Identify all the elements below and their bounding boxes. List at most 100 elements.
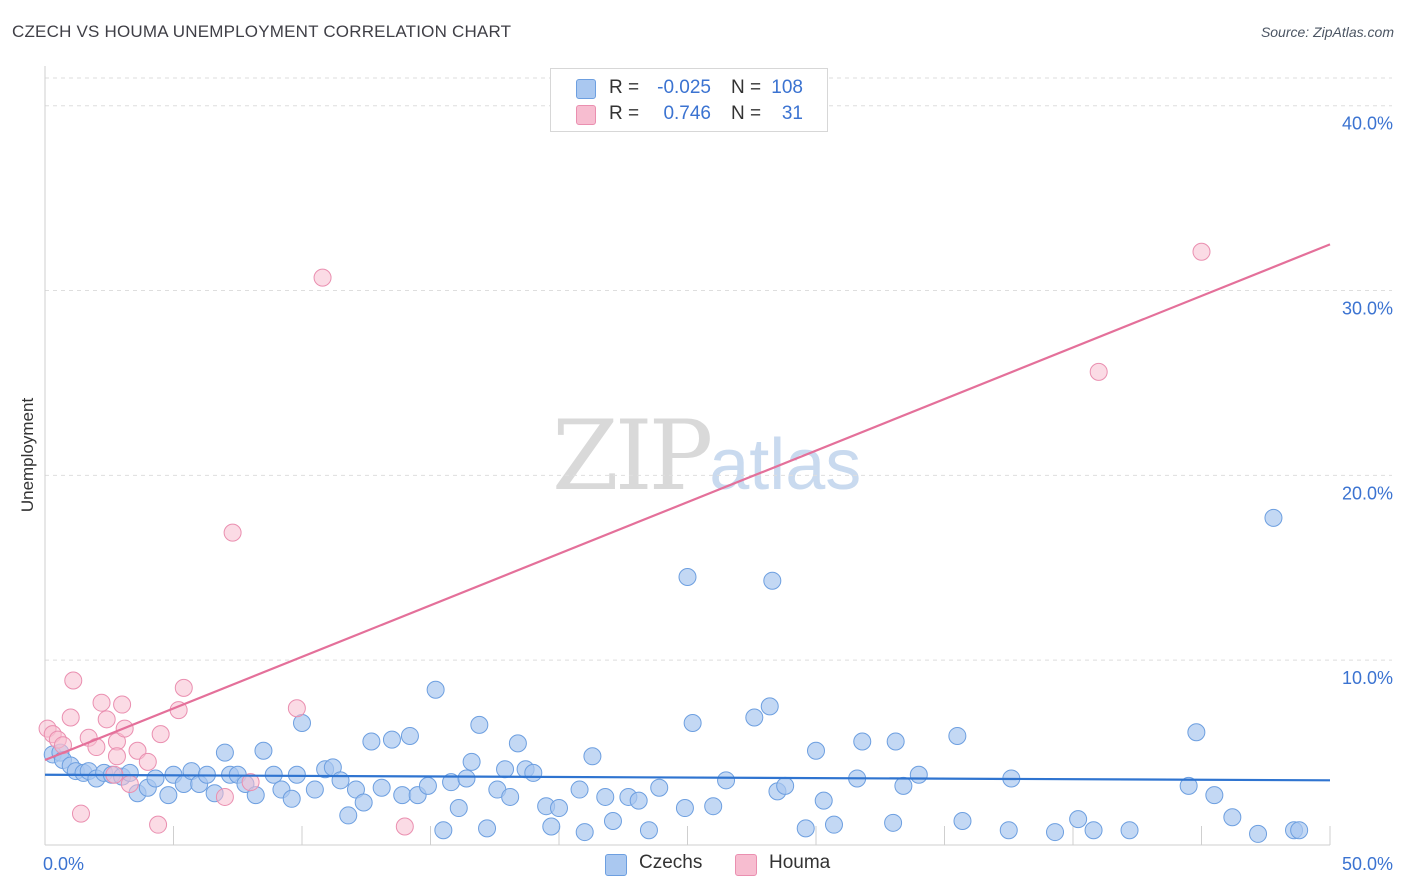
houma-point xyxy=(241,773,260,792)
czechs-point xyxy=(508,734,527,753)
czechs-point xyxy=(449,799,468,818)
czechs-point xyxy=(824,815,843,834)
houma-legend-swatch xyxy=(735,854,757,876)
legend-label-houma: Houma xyxy=(769,852,831,873)
czechs-point xyxy=(159,786,178,805)
houma-point xyxy=(71,804,90,823)
houma-point xyxy=(1089,362,1108,381)
legend-row-czechs: R = -0.025 N = 108 xyxy=(551,75,827,101)
czechs-point xyxy=(426,680,445,699)
czechs-point xyxy=(254,741,273,760)
czechs-point xyxy=(1249,824,1268,843)
czechs-point xyxy=(1179,776,1198,795)
czechs-point xyxy=(354,793,373,812)
houma-point xyxy=(215,787,234,806)
legend-r-label: R = xyxy=(609,103,640,124)
czechs-point xyxy=(814,791,833,810)
houma-point xyxy=(151,725,170,744)
czechs-point xyxy=(362,732,381,751)
czechs-point xyxy=(570,780,589,799)
czechs-point xyxy=(524,763,543,782)
czechs-point xyxy=(1290,821,1309,840)
czechs-point xyxy=(1264,508,1283,527)
czechs-point xyxy=(909,765,928,784)
czechs-point xyxy=(1187,723,1206,742)
czechs-point xyxy=(704,797,723,816)
czechs-point xyxy=(418,776,437,795)
czechs-legend-swatch xyxy=(605,854,627,876)
czechs-point xyxy=(382,730,401,749)
czechs-point xyxy=(807,741,825,760)
chart-source: Source: ZipAtlas.com xyxy=(1260,24,1394,40)
houma-point xyxy=(61,708,80,727)
axes xyxy=(44,66,1331,846)
czechs-point xyxy=(763,571,782,590)
czechs-point xyxy=(542,817,561,836)
houma-point xyxy=(287,699,306,718)
czechs-point xyxy=(550,799,568,818)
legend-label-czechs: Czechs xyxy=(639,852,703,873)
houma-point xyxy=(1192,242,1211,261)
legend-r-value: -0.025 xyxy=(657,77,711,98)
czechs-point xyxy=(596,787,615,806)
czechs-point xyxy=(457,769,476,788)
czechs-point xyxy=(393,786,412,805)
czechs-point xyxy=(305,780,324,799)
czechs-point xyxy=(999,821,1018,840)
houma-point xyxy=(92,693,111,712)
czechs-point xyxy=(583,747,602,766)
legend-r-value: 0.746 xyxy=(663,103,711,124)
legend-n-value: 108 xyxy=(771,77,803,98)
czechs-point xyxy=(853,732,872,751)
czechs-point xyxy=(470,715,489,734)
czechs-point xyxy=(282,789,301,808)
houma-point xyxy=(97,710,116,729)
czechs-point xyxy=(629,791,648,810)
czechs-point xyxy=(745,708,764,727)
y-tick-label: 20.0% xyxy=(1342,483,1393,503)
grid-lines xyxy=(45,77,1392,661)
watermark-atlas: atlas xyxy=(709,425,862,505)
y-axis-label: Unemployment xyxy=(18,397,37,513)
czechs-point xyxy=(1084,821,1103,840)
czechs-point xyxy=(400,726,419,745)
legend-r-label: R = xyxy=(609,77,640,98)
czechs-point xyxy=(1120,821,1139,840)
correlation-legend: R = -0.025 N = 108 R = 0.746 N = 31 xyxy=(550,68,828,132)
watermark-zip: ZIP xyxy=(552,400,713,512)
czechs-point xyxy=(683,714,702,733)
trend-lines xyxy=(44,243,1331,782)
czechs-point xyxy=(146,769,165,788)
czechs-trend-line xyxy=(44,773,1331,782)
czechs-point xyxy=(678,568,697,587)
houma-point xyxy=(64,671,83,690)
czechs-point xyxy=(1205,786,1224,805)
czechs-point xyxy=(331,771,350,790)
houma-point xyxy=(138,752,157,771)
houma-point xyxy=(120,775,139,794)
czechs-point xyxy=(496,760,515,779)
czechs-point xyxy=(760,697,779,716)
legend-n-label: N = xyxy=(731,103,762,124)
czechs-point xyxy=(501,787,520,806)
czechs-point xyxy=(717,771,736,790)
czechs-point xyxy=(639,821,658,840)
czechs-point xyxy=(884,813,903,832)
czechs-points xyxy=(43,508,1309,843)
czechs-point xyxy=(796,819,815,838)
czechs-point xyxy=(1046,823,1065,842)
houma-point xyxy=(174,678,193,697)
czechs-point xyxy=(1069,810,1088,829)
y-tick-label: 40.0% xyxy=(1342,114,1393,134)
houma-point xyxy=(313,268,332,287)
czechs-point xyxy=(372,778,391,797)
czechs-point xyxy=(776,776,795,795)
czechs-point xyxy=(215,743,234,762)
czechs-swatch xyxy=(576,79,596,99)
czechs-point xyxy=(462,752,481,771)
houma-swatch xyxy=(576,105,596,125)
houma-points xyxy=(38,242,1211,836)
x-tick-label: 50.0% xyxy=(1342,854,1393,874)
houma-point xyxy=(223,523,242,542)
